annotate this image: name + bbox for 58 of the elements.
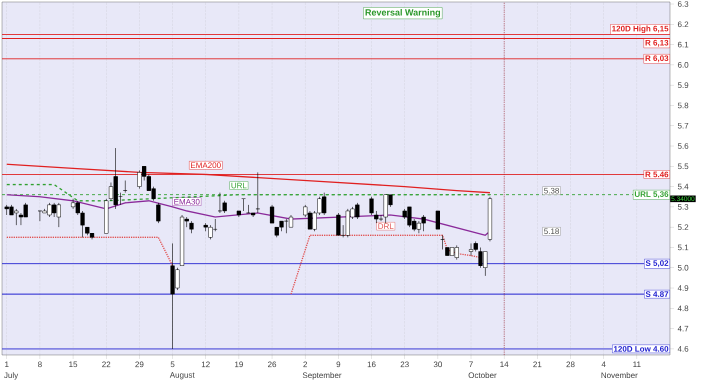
ref-line-label: R 6,13 bbox=[646, 40, 668, 47]
x-tick-label: 22 bbox=[102, 362, 110, 368]
x-tick-label: 2 bbox=[303, 362, 308, 368]
x-tick-label: 9 bbox=[336, 362, 340, 368]
annotation: Reversal Warning bbox=[366, 8, 440, 18]
y-tick-label: 5.6 bbox=[678, 143, 688, 149]
text: October bbox=[468, 372, 497, 378]
x-tick-label: 7 bbox=[469, 362, 473, 368]
x-tick-label: 21 bbox=[533, 362, 542, 368]
y-tick-label: 6.2 bbox=[678, 21, 688, 28]
ref-line-label: S 4.87 bbox=[646, 291, 668, 297]
x-tick-label: 15 bbox=[69, 362, 78, 368]
x-tick-label: 29 bbox=[135, 362, 144, 368]
y-tick-label: 4.7 bbox=[678, 326, 688, 332]
y-tick-label: 5.0 bbox=[678, 264, 688, 271]
text: August bbox=[170, 372, 195, 380]
x-tick-label: 14 bbox=[500, 362, 508, 368]
text: September bbox=[302, 372, 342, 380]
y-tick-label: 6.1 bbox=[678, 42, 688, 48]
series-label: URL bbox=[231, 182, 247, 188]
y-tick-label: 4.6 bbox=[678, 346, 688, 352]
y-tick-label: 5.7 bbox=[678, 122, 688, 129]
y-tick-label: 5.5 bbox=[678, 164, 688, 170]
x-tick-label: 30 bbox=[434, 362, 442, 368]
x-tick-label: 26 bbox=[268, 362, 276, 368]
ref-line-label: R 5.46 bbox=[646, 172, 668, 178]
ref-line-label: 120D Low 4.60 bbox=[614, 346, 668, 352]
series-label: DRL bbox=[378, 223, 394, 229]
ref-line-label: R 6,03 bbox=[646, 55, 668, 62]
y-tick-label: 5.9 bbox=[678, 82, 688, 88]
text: November bbox=[602, 372, 638, 378]
x-tick-label: 5 bbox=[170, 362, 174, 368]
y-tick-label: 5.4 bbox=[678, 184, 688, 190]
x-tick-label: 16 bbox=[368, 362, 376, 368]
annotation: 5.18 bbox=[544, 228, 559, 234]
series-label: EMA200 bbox=[191, 162, 221, 168]
ref-line-label: S 5,02 bbox=[646, 260, 668, 268]
x-tick-label: 11 bbox=[633, 362, 641, 368]
text: July bbox=[4, 372, 18, 380]
x-tick-label: 23 bbox=[400, 362, 409, 368]
x-tick-label: 12 bbox=[202, 362, 210, 368]
y-tick-label: 5.1 bbox=[678, 244, 688, 250]
y-tick-label: 6.3 bbox=[678, 1, 688, 7]
x-tick-label: 1 bbox=[5, 362, 9, 368]
x-tick-label: 28 bbox=[566, 362, 575, 368]
y-tick-label: 4.8 bbox=[678, 305, 688, 312]
ref-line-label: URL 5,36 bbox=[634, 191, 668, 198]
series-label: EMA30 bbox=[174, 198, 200, 205]
y-tick-label: 5.3 bbox=[678, 204, 688, 210]
ref-line-label: 120D High 6,15 bbox=[612, 26, 668, 34]
y-tick-label: 5.8 bbox=[678, 102, 688, 108]
y-tick-label: 6.0 bbox=[678, 62, 688, 68]
y-tick-label: 4.9 bbox=[678, 285, 688, 291]
y-tick-label: 5.2 bbox=[678, 224, 688, 230]
x-tick-label: 4 bbox=[602, 362, 606, 368]
x-tick-label: 8 bbox=[38, 362, 42, 368]
annotation: 5.38 bbox=[544, 188, 559, 194]
x-tick-label: 19 bbox=[235, 362, 243, 368]
